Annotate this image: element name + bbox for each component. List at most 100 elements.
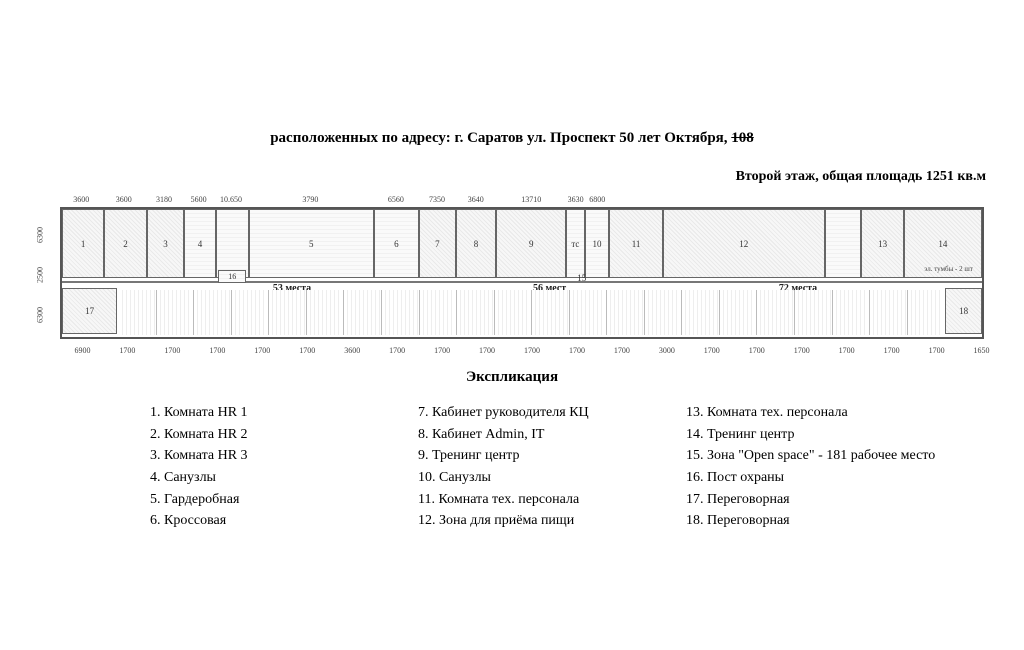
desk-cluster	[531, 290, 568, 335]
dim-top: 7350	[429, 195, 445, 204]
desk-cluster	[456, 290, 493, 335]
dim-top: 3790	[302, 195, 318, 204]
room-16: 16	[218, 270, 246, 283]
legend-column: 1. Комната HR 12. Комната HR 23. Комната…	[150, 402, 370, 532]
room-12: 12	[663, 209, 825, 278]
dim-top: 3180	[156, 195, 172, 204]
address-number-struck: 108	[731, 130, 754, 146]
dim-bottom: 1700	[389, 346, 405, 355]
desk-cluster	[719, 290, 756, 335]
desk-cluster	[644, 290, 681, 335]
desk-cluster	[193, 290, 230, 335]
room-18: 18	[945, 288, 982, 334]
plan-outline: 123456789тс1011121314 53 места56 мест72 …	[60, 207, 984, 339]
room-3: 3	[147, 209, 185, 278]
dim-bottom: 1700	[119, 346, 135, 355]
dim-left: 6300	[36, 227, 45, 243]
legend-item: 5. Гардеробная	[150, 489, 370, 511]
dim-bottom: 1700	[299, 346, 315, 355]
dim-top: 3600	[116, 195, 132, 204]
dim-bottom: 6900	[74, 346, 90, 355]
legend: 1. Комната HR 12. Комната HR 23. Комната…	[150, 402, 994, 532]
floor-subtitle: Второй этаж, общая площадь 1251 кв.м	[30, 169, 994, 185]
dim-top: 10.650	[220, 195, 242, 204]
room-7: 7	[419, 209, 456, 278]
open-space	[117, 288, 945, 337]
room-13: 13	[861, 209, 903, 278]
floor-plan: 360036003180560010.650379065607350364013…	[40, 195, 984, 355]
legend-item: 2. Комната HR 2	[150, 424, 370, 446]
dim-bottom: 1700	[839, 346, 855, 355]
dim-bottom: 1700	[254, 346, 270, 355]
room-2: 2	[104, 209, 146, 278]
legend-item: 18. Переговорная	[686, 510, 935, 532]
dim-bottom: 1650	[974, 346, 990, 355]
room-1: 1	[62, 209, 104, 278]
dim-top: 3600	[73, 195, 89, 204]
desk-cluster	[907, 290, 944, 335]
legend-item: 12. Зона для приёма пищи	[418, 510, 638, 532]
room-6: 6	[374, 209, 419, 278]
dim-top: 13710	[521, 195, 541, 204]
room-11: 11	[609, 209, 662, 278]
desk-cluster	[681, 290, 718, 335]
desk-cluster	[381, 290, 418, 335]
room-14-note: эл. тумбы - 2 шт	[924, 265, 972, 273]
desk-cluster	[306, 290, 343, 335]
dim-bottom: 1700	[614, 346, 630, 355]
legend-item: 17. Переговорная	[686, 489, 935, 511]
desk-cluster	[756, 290, 793, 335]
dim-top: 5600	[191, 195, 207, 204]
desk-cluster	[494, 290, 531, 335]
legend-item: 11. Комната тех. персонала	[418, 489, 638, 511]
dim-bottom: 1700	[434, 346, 450, 355]
legend-item: 14. Тренинг центр	[686, 424, 935, 446]
room-9: 9	[496, 209, 566, 278]
legend-item: 3. Комната HR 3	[150, 445, 370, 467]
dim-bottom: 1700	[524, 346, 540, 355]
room-5: 5	[249, 209, 374, 278]
legend-item: 13. Комната тех. персонала	[686, 402, 935, 424]
legend-item: 4. Санузлы	[150, 467, 370, 489]
desk-cluster	[268, 290, 305, 335]
dim-bottom: 1700	[884, 346, 900, 355]
legend-item: 9. Тренинг центр	[418, 445, 638, 467]
dim-bottom: 3600	[344, 346, 360, 355]
desk-cluster	[343, 290, 380, 335]
legend-item: 7. Кабинет руководителя КЦ	[418, 402, 638, 424]
address-title: расположенных по адресу: г. Саратов ул. …	[30, 130, 994, 147]
room-4: 4	[184, 209, 215, 278]
dim-bottom: 1700	[749, 346, 765, 355]
dim-bottom: 1700	[569, 346, 585, 355]
legend-column: 13. Комната тех. персонала14. Тренинг це…	[686, 402, 935, 532]
legend-item: 10. Санузлы	[418, 467, 638, 489]
dim-bottom: 1700	[929, 346, 945, 355]
legend-column: 7. Кабинет руководителя КЦ8. Кабинет Adm…	[418, 402, 638, 532]
room-unnamed	[216, 209, 249, 278]
dim-left: 6300	[36, 307, 45, 323]
desk-cluster	[156, 290, 193, 335]
dim-bottom: 1700	[209, 346, 225, 355]
dim-top: 6800	[589, 195, 605, 204]
legend-item: 16. Пост охраны	[686, 467, 935, 489]
room-8: 8	[456, 209, 496, 278]
desk-cluster	[419, 290, 456, 335]
dim-top: 6560	[388, 195, 404, 204]
desk-cluster	[832, 290, 869, 335]
legend-item: 6. Кроссовая	[150, 510, 370, 532]
room-17: 17	[62, 288, 117, 334]
dim-bottom: 1700	[164, 346, 180, 355]
legend-item: 1. Комната HR 1	[150, 402, 370, 424]
desk-cluster	[606, 290, 643, 335]
desk-cluster	[569, 290, 606, 335]
room-10: 10	[585, 209, 610, 278]
dim-bottom: 1700	[479, 346, 495, 355]
dim-bottom: 1700	[794, 346, 810, 355]
legend-item: 8. Кабинет Admin, IT	[418, 424, 638, 446]
dim-top: 3630	[568, 195, 584, 204]
corridor-id: 15	[577, 273, 586, 283]
dim-left: 2500	[36, 267, 45, 283]
legend-item: 15. Зона "Open space" - 181 рабочее мест…	[686, 445, 935, 467]
desk-cluster	[231, 290, 268, 335]
dim-bottom: 3000	[659, 346, 675, 355]
